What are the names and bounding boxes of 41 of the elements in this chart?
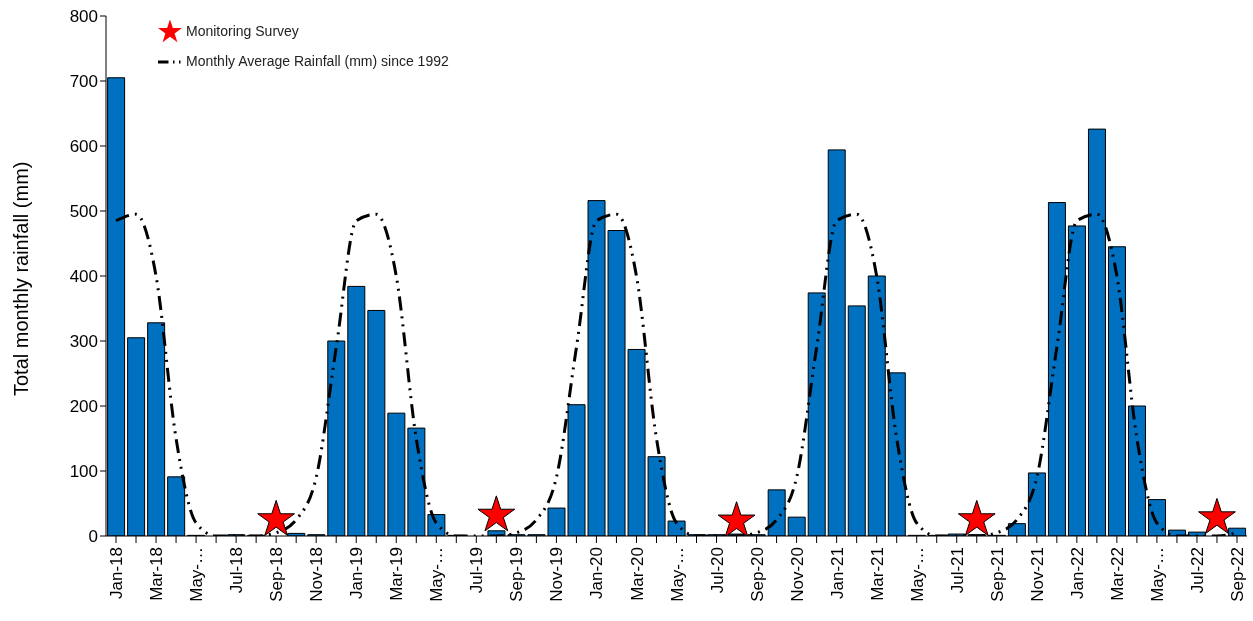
x-tick-label: Mar-21 (867, 547, 887, 601)
x-tick-label: May-… (1147, 547, 1167, 602)
y-tick-label: 500 (69, 202, 98, 222)
y-tick-label: 0 (88, 527, 98, 547)
x-tick-label: Sep-21 (987, 547, 1007, 602)
y-axis-title: Total monthly rainfall (mm) (10, 161, 33, 396)
x-tick-label: Mar-20 (627, 547, 647, 601)
x-tick-label: Jul-22 (1188, 547, 1208, 594)
x-tick-label: Jul-18 (227, 547, 247, 594)
x-tick-label: May-… (907, 547, 927, 602)
x-tick-label: May-… (427, 547, 447, 602)
x-tick-label: Mar-18 (147, 547, 167, 601)
x-tick-label: Jan-20 (587, 547, 607, 599)
y-tick-label: 300 (69, 332, 98, 352)
x-tick-label: Nov-19 (547, 547, 567, 602)
x-tick-label: Jan-22 (1067, 547, 1087, 599)
x-tick-label: Jan-19 (347, 547, 367, 599)
x-tick-label: Nov-21 (1027, 547, 1047, 602)
y-tick-label: 800 (69, 7, 98, 27)
y-tick-label: 200 (69, 397, 98, 417)
x-tick-label: Jan-18 (107, 547, 127, 599)
y-tick-label: 400 (69, 267, 98, 287)
x-tick-label: Jul-21 (947, 547, 967, 594)
legend-label: Monitoring Survey (186, 23, 299, 39)
x-tick-label: Jul-19 (467, 547, 487, 594)
y-tick-label: 600 (69, 137, 98, 157)
x-tick-label: Sep-20 (747, 547, 767, 602)
x-tick-label: Jul-20 (707, 547, 727, 594)
y-tick-label: 700 (69, 72, 98, 92)
x-tick-label: Sep-22 (1228, 547, 1248, 602)
y-tick-label: 100 (69, 462, 98, 482)
x-tick-label: Sep-19 (507, 547, 527, 602)
x-tick-label: Nov-18 (307, 547, 327, 602)
x-tick-label: Mar-22 (1107, 547, 1127, 601)
x-tick-label: Sep-18 (267, 547, 287, 602)
legend-label: Monthly Average Rainfall (mm) since 1992 (186, 53, 449, 69)
x-tick-label: Nov-20 (787, 547, 807, 602)
x-tick-label: Jan-21 (827, 547, 847, 599)
x-tick-label: Mar-19 (387, 547, 407, 601)
x-tick-label: May-… (667, 547, 687, 602)
x-tick-label: May-… (187, 547, 207, 602)
